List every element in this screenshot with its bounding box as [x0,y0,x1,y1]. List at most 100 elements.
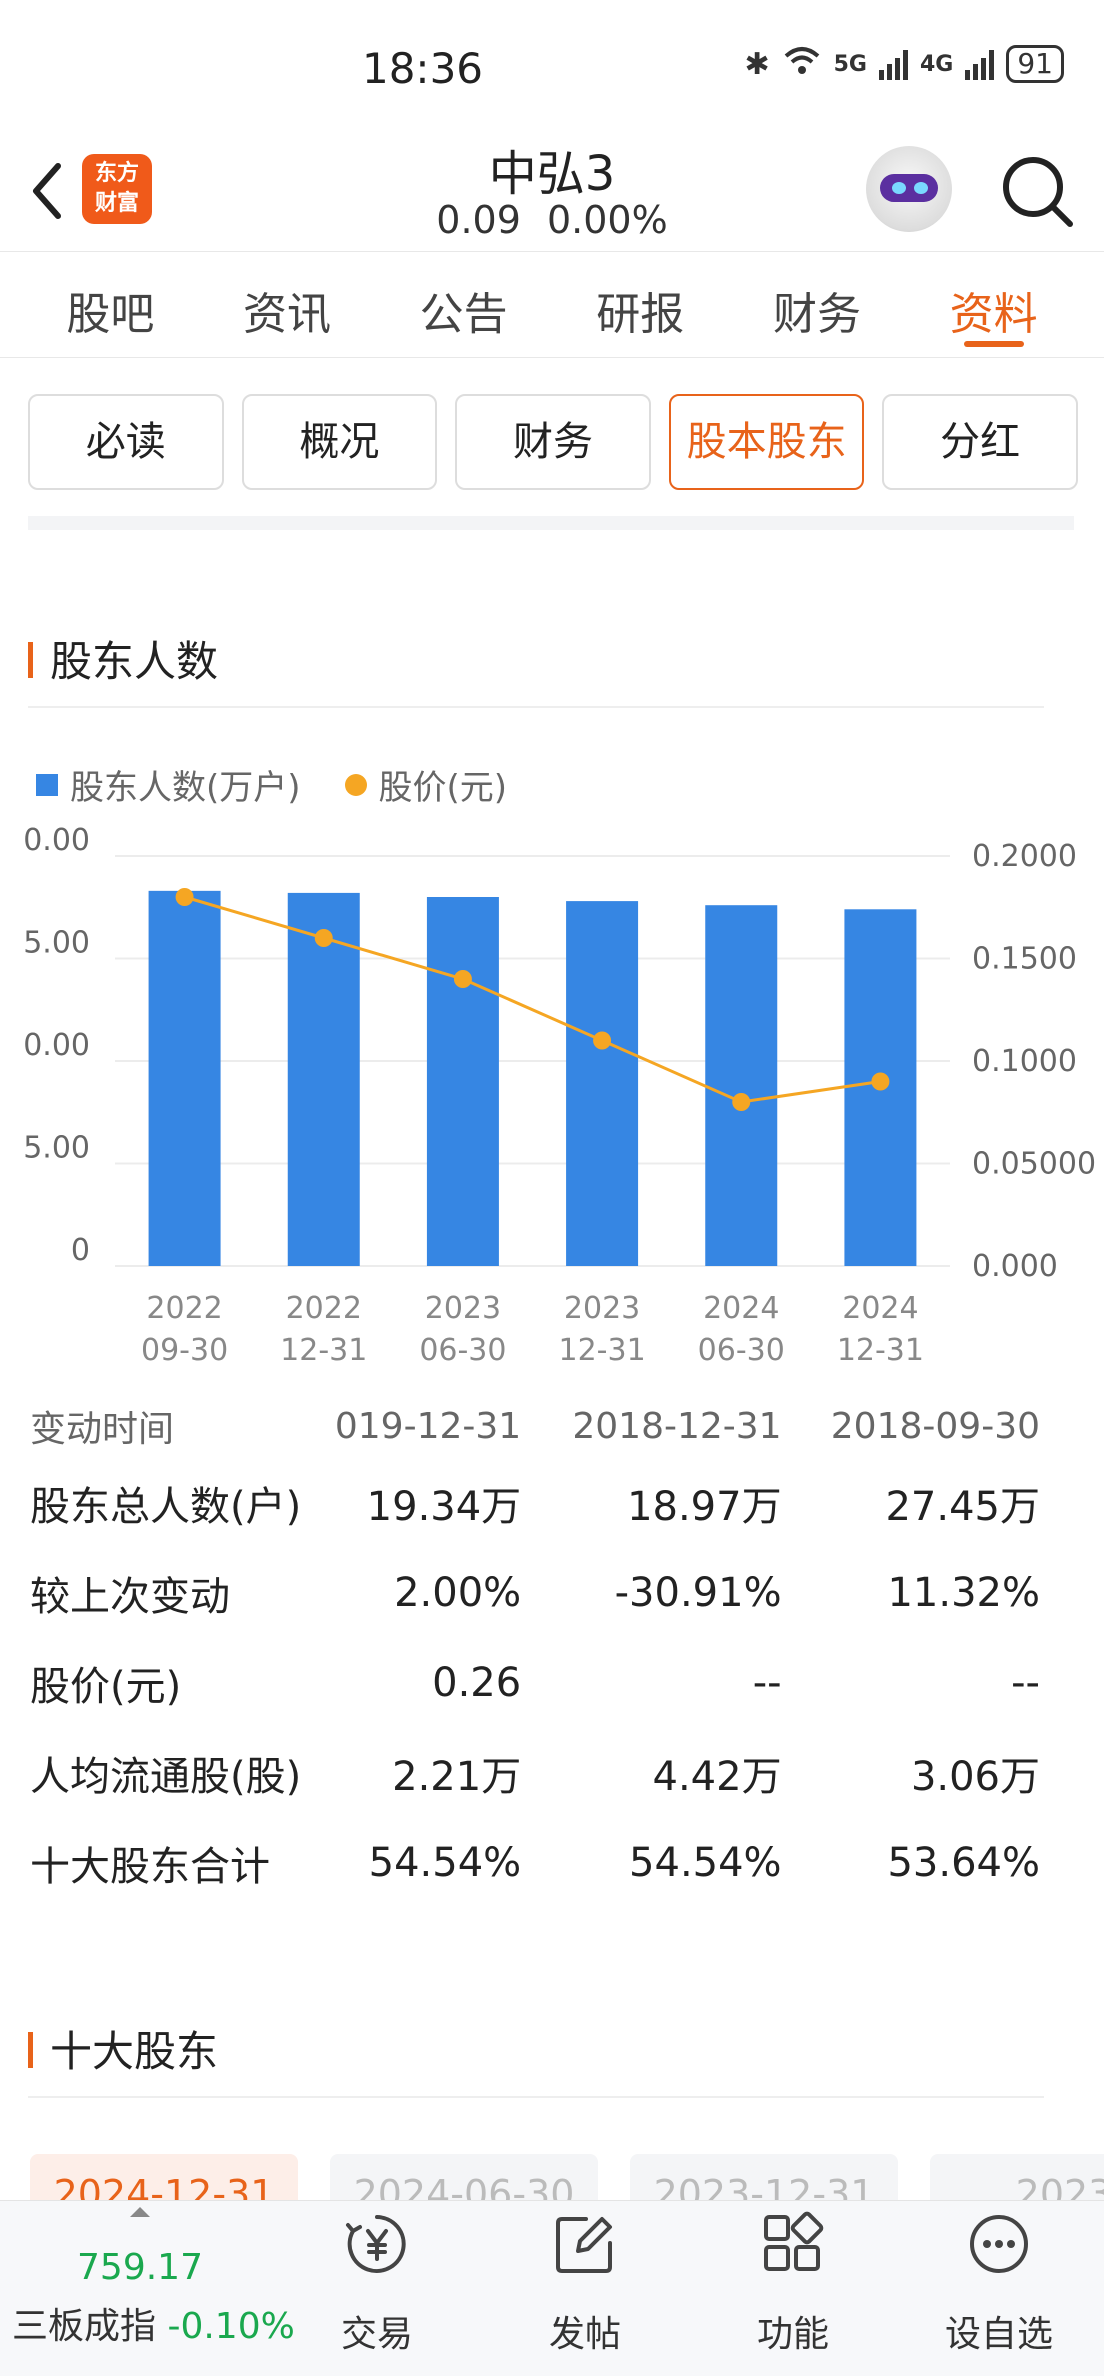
tab-profile[interactable]: 资料 [909,252,1079,357]
battery-icon: 91 [1006,45,1064,83]
right-axis-tick-label: 0.1500 [972,942,1077,977]
legend-item-line[interactable]: 股价(元) [344,760,507,809]
chart-bar [287,892,360,1266]
price-point [593,1031,612,1050]
table-cell: 19.34万 [366,1484,522,1530]
table-cell: -- [1011,1660,1040,1706]
x-axis-tick-label: 06-30 [698,1333,785,1368]
table-cell: -- [752,1660,782,1706]
table-header-row: 变动时间 019-12-31 2018-12-31 2018-09-30 [30,1394,1040,1458]
index-name: 三板成指 [12,2306,157,2347]
table-header-cell: 变动时间 [30,1409,175,1450]
status-time: 18:36 [361,44,484,93]
index-change: -0.10% [167,2306,295,2347]
stock-price: 0.09 [436,198,521,242]
legend-item-bars[interactable]: 股东人数(万户) [36,760,301,809]
nav-trade-button[interactable]: 交易 [292,2201,462,2376]
subtab-must-read[interactable]: 必读 [28,394,224,490]
table-cell: 4.42万 [652,1754,782,1800]
chart-bar [148,890,221,1266]
app-logo[interactable]: 东方 财富 [82,154,152,224]
table-header-cell: 2018-12-31 [572,1405,782,1447]
left-axis-tick-label: 5.00 [23,1131,90,1166]
table-cell: 人均流通股(股) [30,1754,302,1800]
date-chip[interactable]: 2023-12-31 [630,2154,898,2202]
shareholder-chart: 0 0.000 5.00 0.05000 0.00 0.1000 5.00 0.1500 0.0… [23,823,1096,1368]
network-4g-label: 4G [919,51,954,77]
x-axis-tick-label: 2022 [286,1291,362,1326]
left-axis-tick-label: 0 [71,1233,90,1268]
index-ticker[interactable]: 759.17 三板成指 -0.10% [0,2201,295,2376]
subtab-overview[interactable]: 概况 [241,394,438,490]
date-chip[interactable]: 2024-06-30 [330,2154,598,2202]
status-bar: 18:36 ✱ 5G 4G 91 [0,0,1104,130]
right-axis-tick-label: 0.05000 [972,1147,1096,1182]
x-axis-tick-label: 06-30 [419,1333,506,1368]
table-cell: 54.54% [629,1840,782,1886]
table-cell: 较上次变动 [30,1574,230,1620]
price-line [184,895,881,1104]
section-title-top10-holders: 十大股东 [28,2018,1044,2098]
header: 东方 财富 中弘3 0.09 0.00% [0,130,1104,252]
table-row: 股东总人数(户) 19.34万 18.97万 27.45万 [30,1458,1040,1548]
back-button[interactable] [24,156,74,226]
yen-icon [346,2215,406,2273]
table-row: 股价(元) 0.26 -- -- [30,1638,1040,1728]
subtab-finance[interactable]: 财务 [455,394,651,490]
table-cell: 3.06万 [910,1754,1040,1800]
table-cell: 2.21万 [392,1754,522,1800]
tab-news[interactable]: 资讯 [242,289,331,340]
subtab-shareholders[interactable]: 股本股东 [668,394,865,490]
table-cell: 2.00% [394,1570,522,1616]
price-point [175,888,194,906]
tab-guba[interactable]: 股吧 [66,289,155,340]
nav-post-button[interactable]: 发帖 [500,2201,670,2376]
nav-functions-button[interactable]: 功能 [708,2201,878,2376]
signal-icon [878,48,908,80]
right-axis-tick-label: 0.2000 [972,839,1077,874]
table-cell: 股价(元) [30,1664,182,1710]
stock-change: 0.00% [546,198,668,242]
x-axis-tick-label: 2023 [564,1291,640,1326]
bottom-bar: 759.17 三板成指 -0.10% 交易 发帖 功能 [0,2200,1104,2376]
date-chip[interactable]: 2023 [930,2154,1104,2202]
network-5g-label: 5G [833,51,867,77]
date-chip[interactable]: 2024-12-31 [30,2154,298,2202]
shareholder-table: 变动时间 019-12-31 2018-12-31 2018-09-30 股东总… [30,1394,1040,1908]
section-title-shareholder-count: 股东人数 [28,628,1044,708]
x-axis-tick-label: 2023 [425,1291,501,1326]
legend-square-icon [36,773,58,796]
wifi-icon [782,44,822,84]
table-cell: 11.32% [887,1570,1040,1616]
x-axis-tick-label: 12-31 [837,1333,924,1368]
table-cell: -30.91% [614,1570,782,1616]
index-value: 759.17 [77,2247,203,2288]
sub-tabs: 必读 概况 财务 股本股东 分红 [28,394,1078,490]
right-axis-tick-label: 0.1000 [972,1044,1077,1079]
chart-bar [705,905,778,1266]
more-icon [970,2215,1028,2273]
price-point [453,970,472,988]
assistant-robot-icon[interactable] [866,146,952,232]
search-icon[interactable] [998,152,1078,232]
tab-finance[interactable]: 财务 [772,289,861,340]
stock-quote: 0.09 0.00% [0,198,1104,242]
table-cell: 54.54% [368,1840,522,1886]
table-row: 较上次变动 2.00% -30.91% 11.32% [30,1548,1040,1638]
table-header-cell: 019-12-31 [334,1405,522,1447]
tab-research[interactable]: 研报 [596,289,685,340]
tab-announcements[interactable]: 公告 [419,289,508,340]
table-cell: 53.64% [887,1840,1040,1886]
caret-up-icon [130,2207,150,2217]
x-axis-tick-label: 2022 [146,1291,222,1326]
table-cell: 股东总人数(户) [30,1484,302,1530]
status-icons: ✱ 5G 4G 91 [744,44,1064,84]
bluetooth-icon: ✱ [744,46,770,82]
right-axis-tick-label: 0.000 [972,1249,1058,1284]
nav-add-watchlist-button[interactable]: 设自选 [914,2201,1084,2376]
signal-icon [965,48,995,80]
subtab-dividends[interactable]: 分红 [882,394,1078,490]
stock-name: 中弘3 [488,146,616,202]
left-axis-tick-label: 0.00 [23,1028,90,1063]
table-cell: 0.26 [432,1660,522,1706]
